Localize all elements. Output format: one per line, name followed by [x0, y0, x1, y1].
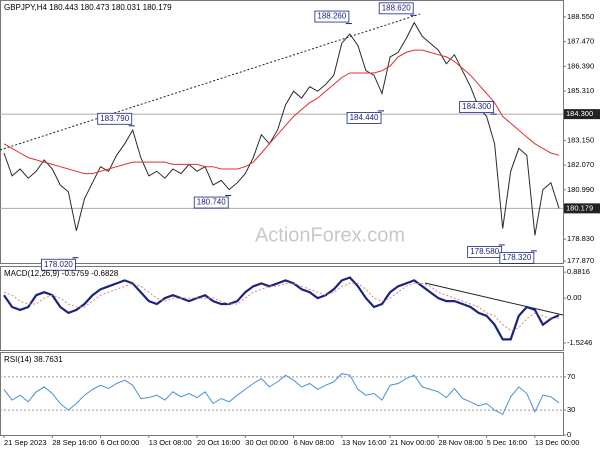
- price-label-box: [459, 101, 495, 114]
- price-label: 184.440: [350, 113, 379, 122]
- macd-series-line: [3, 282, 560, 332]
- rsi-title: RSI(14) 38.7631: [4, 355, 63, 364]
- y-tick-label: 0.00: [567, 293, 582, 302]
- x-tick-label: 6 Oct 00:00: [101, 438, 140, 447]
- x-tick-label: 21 Nov 00:00: [390, 438, 435, 447]
- y-tick-label: 177.870: [567, 256, 594, 265]
- x-tick-label: 28 Nov 08:00: [438, 438, 483, 447]
- y-tick-label: 180.990: [567, 185, 594, 194]
- rsi-panel: [0, 352, 564, 436]
- y-tick-label: 0: [567, 430, 571, 439]
- y-tick-label: 188.550: [567, 12, 594, 21]
- y-tick-label: 30: [567, 405, 575, 414]
- x-tick-label: 13 Oct 08:00: [149, 438, 192, 447]
- x-tick-label: 6 Nov 08:00: [294, 438, 334, 447]
- y-tick-label: 178.830: [567, 234, 594, 243]
- price-label: 178.020: [44, 260, 73, 269]
- x-tick-label: 28 Sep 16:00: [52, 438, 97, 447]
- price-series-line: [3, 21, 560, 236]
- price-label: 183.790: [100, 114, 129, 123]
- y-tick-label: 183.150: [567, 135, 594, 144]
- price-series-line: [3, 49, 560, 175]
- y-tick-label: 0.8816: [567, 267, 590, 276]
- price-label: 178.580: [470, 247, 499, 256]
- x-tick-label: 21 Sep 2023: [4, 438, 47, 447]
- level-label: 180.179: [566, 203, 593, 212]
- price-label: 184.300: [462, 102, 491, 111]
- y-tick-label: 185.310: [567, 86, 594, 95]
- macd-trend-line: [424, 282, 564, 316]
- x-tick-label: 13 Dec 00:00: [535, 438, 580, 447]
- y-tick-label: -1.5246: [567, 338, 592, 347]
- level-box: [564, 203, 600, 214]
- price-label: 180.740: [197, 198, 226, 207]
- macd-panel: [0, 266, 564, 351]
- price-label: 178.320: [502, 253, 531, 262]
- macd-title: MACD(12,26,9) -0.5759 -0.6828: [4, 269, 119, 278]
- price-label-box: [41, 258, 76, 271]
- level-label: 184.300: [566, 109, 593, 118]
- rsi-series-line: [3, 373, 560, 415]
- y-tick-label: 182.070: [567, 160, 594, 169]
- x-tick-label: 30 Oct 00:00: [245, 438, 288, 447]
- level-box: [564, 109, 600, 120]
- y-tick-label: 186.390: [567, 61, 594, 70]
- trend-line: [0, 13, 421, 151]
- y-tick-label: 70: [567, 372, 575, 381]
- price-label-box: [467, 246, 503, 258]
- price-label-box: [378, 2, 414, 15]
- macd-series-line: [3, 276, 560, 341]
- price-label: 188.260: [317, 12, 346, 21]
- watermark: ActionForex.com: [255, 224, 405, 246]
- price-label-box: [193, 196, 229, 209]
- price-label: 188.620: [382, 3, 411, 12]
- price-title: GBPJPY,H4 180.443 180.473 180.031 180.17…: [4, 3, 172, 12]
- price-label-box: [97, 112, 133, 125]
- price-label-box: [346, 112, 382, 124]
- x-tick-label: 5 Dec 16:00: [487, 438, 527, 447]
- price-label-box: [499, 251, 535, 264]
- price-label-box: [314, 10, 350, 23]
- y-tick-label: 187.470: [567, 37, 594, 46]
- price-panel: [0, 0, 564, 264]
- x-tick-label: 13 Nov 16:00: [342, 438, 387, 447]
- x-tick-label: 20 Oct 16:00: [197, 438, 240, 447]
